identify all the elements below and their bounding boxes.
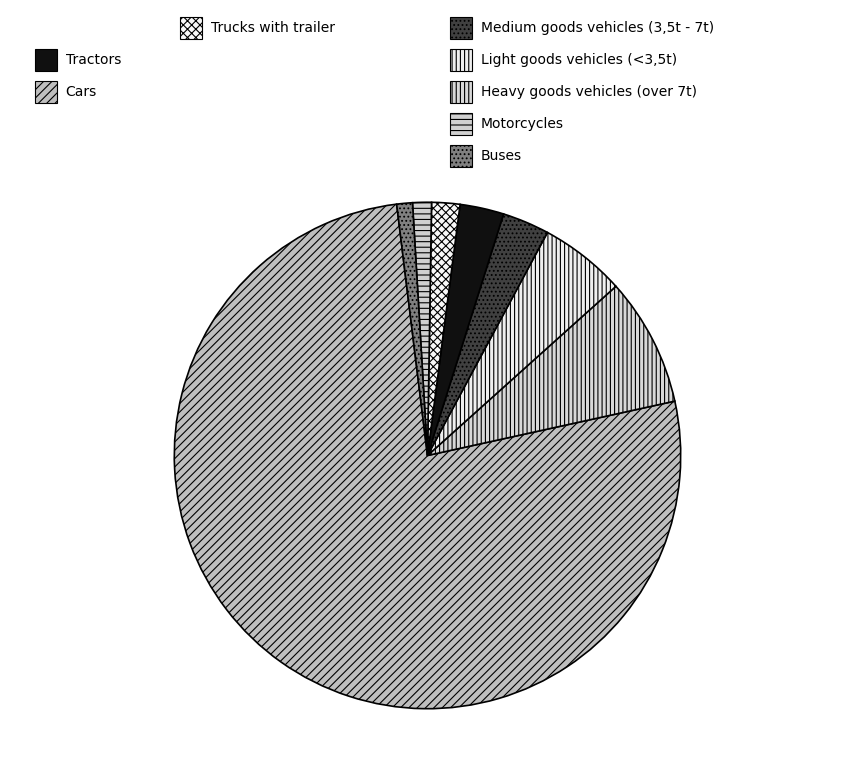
Wedge shape xyxy=(428,286,675,455)
Wedge shape xyxy=(412,202,432,455)
Text: Trucks with trailer: Trucks with trailer xyxy=(210,21,334,35)
Wedge shape xyxy=(428,205,504,455)
Text: Heavy goods vehicles (over 7t): Heavy goods vehicles (over 7t) xyxy=(481,85,697,99)
Text: Tractors: Tractors xyxy=(66,53,121,67)
Text: Buses: Buses xyxy=(481,149,522,163)
Wedge shape xyxy=(428,232,616,455)
Text: Medium goods vehicles (3,5t - 7t): Medium goods vehicles (3,5t - 7t) xyxy=(481,21,714,35)
Wedge shape xyxy=(428,202,460,455)
Text: Light goods vehicles (<3,5t): Light goods vehicles (<3,5t) xyxy=(481,53,676,67)
Wedge shape xyxy=(428,214,547,455)
Text: Motorcycles: Motorcycles xyxy=(481,117,563,131)
Wedge shape xyxy=(174,204,681,709)
Wedge shape xyxy=(397,203,428,455)
Text: Cars: Cars xyxy=(66,85,97,99)
